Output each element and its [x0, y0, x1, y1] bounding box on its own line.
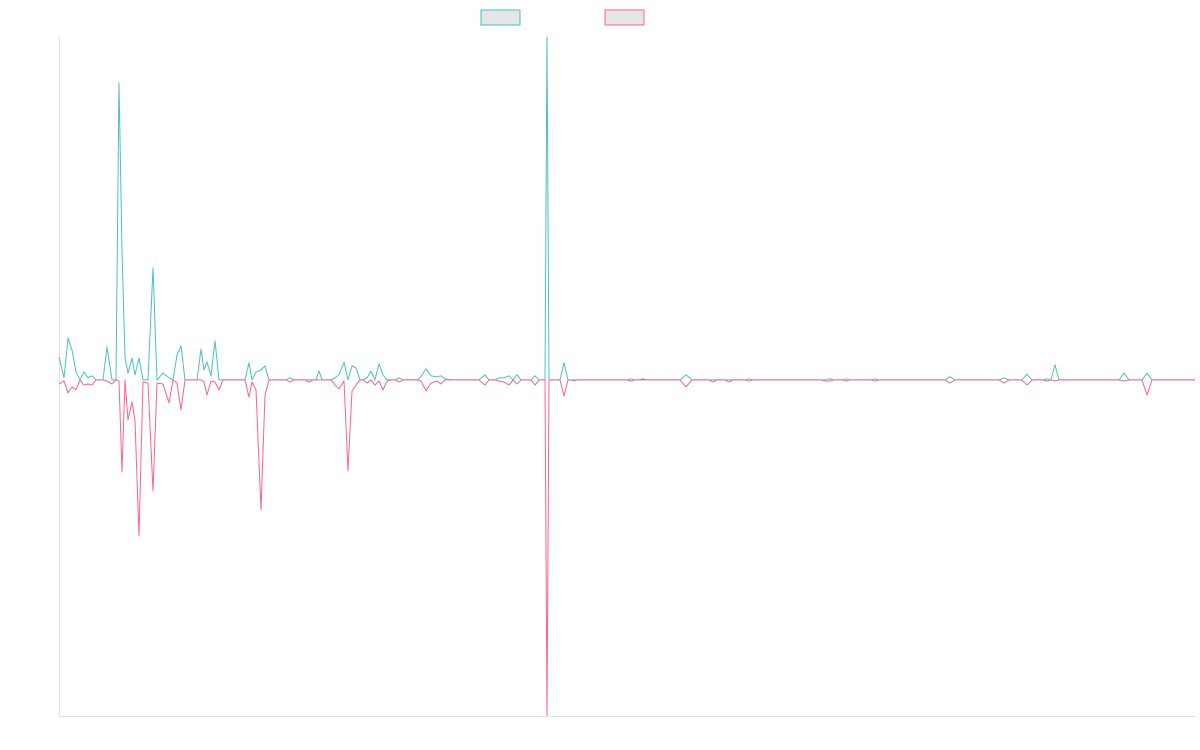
- plot-area: [58, 36, 1195, 717]
- data-line: [58, 36, 1195, 381]
- legend: [480, 9, 645, 26]
- legend-swatch: [480, 9, 521, 26]
- legend-swatch: [604, 9, 645, 26]
- data-line: [58, 379, 1195, 717]
